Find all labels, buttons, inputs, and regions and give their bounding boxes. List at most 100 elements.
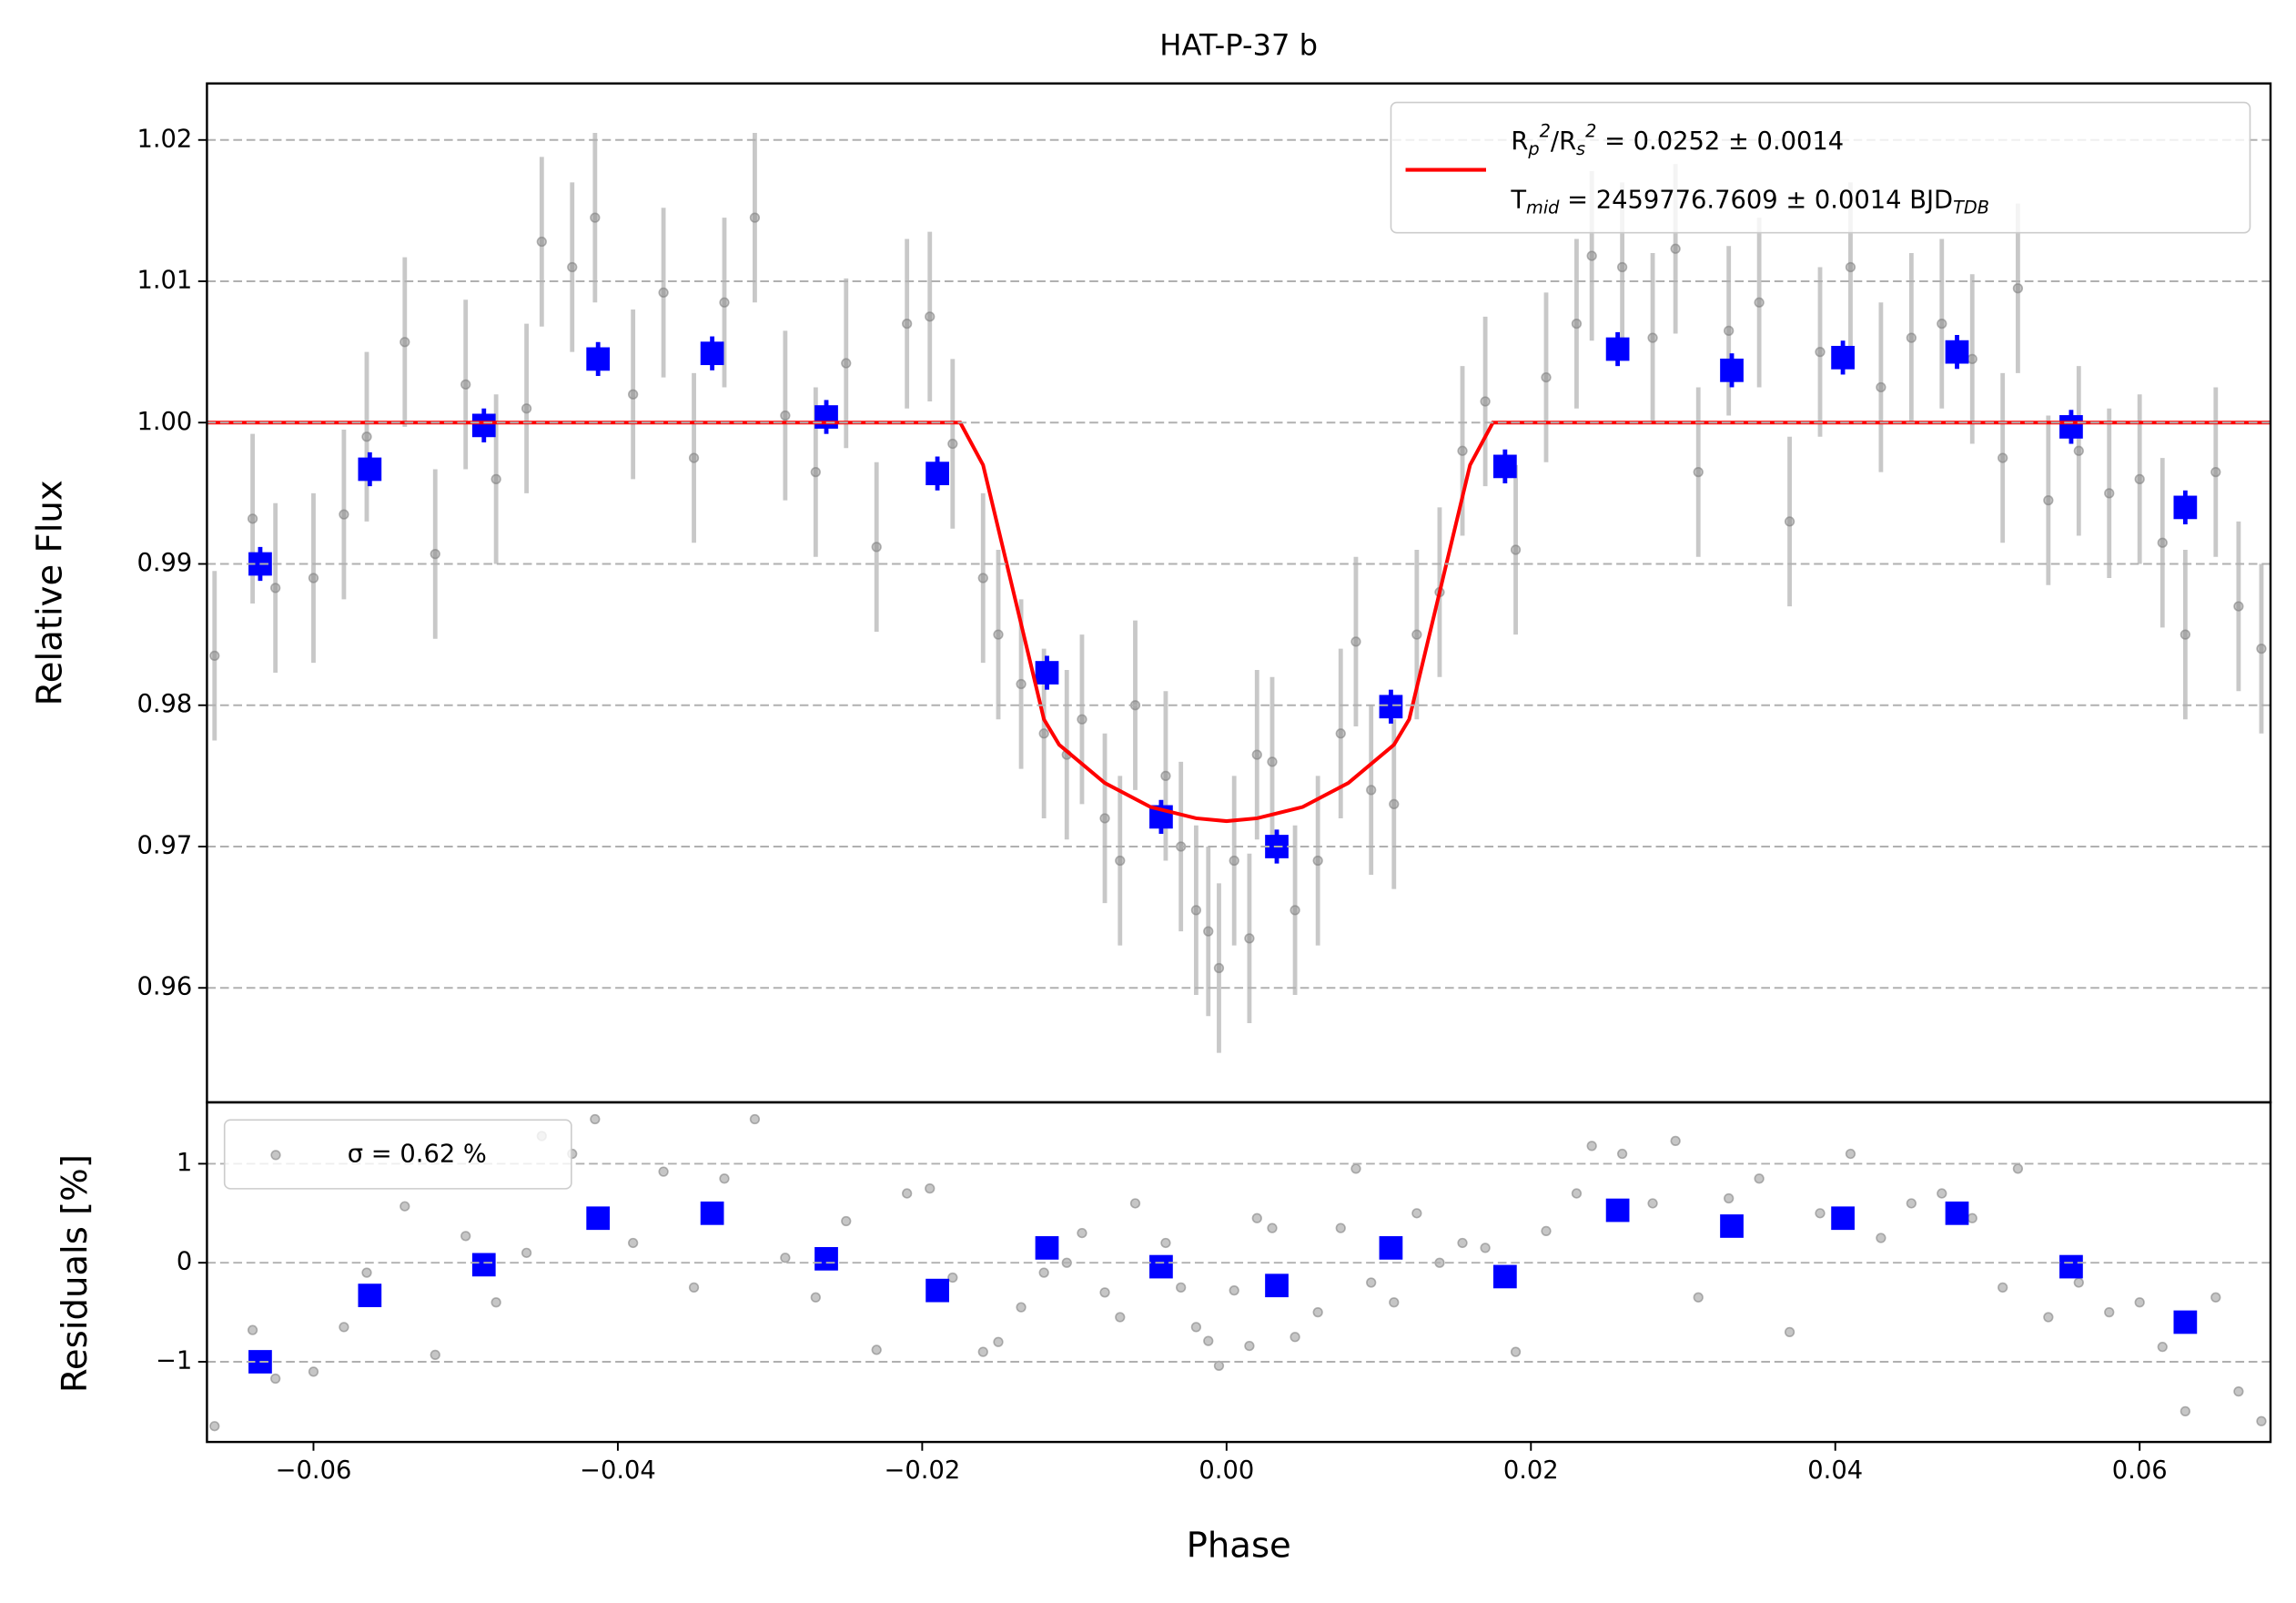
data-point (1203, 1335, 1214, 1346)
data-point (1586, 1141, 1597, 1152)
data-point (1510, 544, 1522, 555)
data-point (491, 1297, 501, 1308)
binned-point (1035, 1236, 1059, 1260)
data-point (361, 431, 372, 442)
data-point (1213, 1360, 1225, 1371)
legend-label: σ = 0.62 % (348, 1140, 487, 1168)
binned-point (814, 405, 838, 429)
data-point (2012, 283, 2024, 294)
data-point (209, 1421, 220, 1432)
data-point (1389, 1297, 1400, 1308)
data-point (1784, 1326, 1795, 1337)
data-point (400, 1201, 410, 1212)
data-point (1967, 353, 1977, 365)
data-point (749, 212, 761, 223)
x-axis-label: Phase (1187, 1525, 1291, 1566)
data-point (2043, 495, 2054, 506)
binned-point (2173, 1310, 2198, 1334)
plot-area (207, 133, 2271, 1053)
data-point (1616, 261, 1628, 273)
data-point (841, 1215, 852, 1227)
data-point (270, 583, 281, 594)
data-point (361, 1267, 372, 1278)
data-point (1693, 1292, 1704, 1303)
data-point (1457, 445, 1468, 456)
data-point (1312, 855, 1323, 867)
data-point (1038, 1267, 1049, 1278)
data-point (993, 1336, 1004, 1347)
data-point (780, 1253, 791, 1263)
binned-point (1035, 661, 1059, 685)
y-tick-label: 0 (177, 1248, 192, 1276)
data-point (2157, 1342, 2168, 1353)
data-point (1335, 728, 1346, 739)
binned-point (1945, 340, 1969, 364)
data-point (1160, 1237, 1171, 1249)
data-point (1670, 1135, 1681, 1147)
binned-point (700, 341, 724, 366)
data-point (2157, 537, 2168, 548)
data-point (780, 410, 791, 421)
data-point (1312, 1306, 1323, 1318)
data-point (658, 287, 669, 299)
binned-point (358, 457, 382, 482)
data-point (1099, 813, 1110, 824)
data-point (1366, 785, 1377, 796)
binned-point (1720, 358, 1744, 382)
data-point (590, 212, 601, 223)
legend-marker (270, 1150, 281, 1161)
data-point (1267, 1223, 1278, 1233)
data-point (430, 549, 440, 560)
data-point (1876, 381, 1886, 393)
y-tick-label: 0.97 (137, 831, 192, 859)
data-point (1571, 318, 1583, 330)
data-point (993, 629, 1004, 640)
y-tick-label: 0.99 (137, 549, 192, 577)
data-point (925, 311, 936, 322)
binned-point (471, 1253, 496, 1277)
data-point (902, 1188, 913, 1199)
y-tick-label: 1 (177, 1149, 192, 1177)
data-point (810, 466, 821, 478)
data-point (536, 236, 547, 248)
y-tick-label: 0.98 (137, 690, 192, 718)
binned-point (925, 1278, 949, 1303)
data-point (749, 1113, 761, 1125)
binned-point (358, 1283, 382, 1307)
model-line (207, 421, 2271, 824)
data-point (1203, 926, 1214, 937)
data-point (1411, 629, 1422, 640)
data-point (1290, 1332, 1300, 1343)
data-point (1176, 1282, 1187, 1294)
data-point (2210, 1292, 2221, 1303)
data-point (1115, 855, 1126, 867)
data-point (1967, 1212, 1977, 1223)
data-point (209, 650, 220, 662)
data-point (1815, 1208, 1826, 1219)
y-tick-label: 1.02 (137, 125, 192, 153)
data-point (1335, 1223, 1346, 1233)
data-point (1350, 1163, 1361, 1174)
data-point (1541, 371, 1552, 383)
data-point (1457, 1237, 1468, 1249)
data-point (2233, 1385, 2244, 1397)
data-point (1160, 770, 1171, 782)
data-point (2256, 1415, 2267, 1426)
data-point (430, 1349, 440, 1361)
data-point (2256, 644, 2267, 654)
data-point (902, 318, 913, 330)
x-tick-label: −0.06 (276, 1456, 352, 1485)
data-point (871, 542, 882, 553)
data-point (810, 1292, 821, 1303)
y-tick-label: 0.96 (137, 973, 192, 1001)
data-point (491, 473, 501, 484)
binned-point (586, 347, 611, 371)
data-point (628, 1237, 639, 1249)
binned-point (1831, 345, 1855, 370)
binned-point (1492, 1264, 1517, 1289)
data-point (1480, 1243, 1491, 1253)
x-tick-label: 0.02 (1503, 1456, 1559, 1485)
data-point (2210, 466, 2221, 478)
data-point (400, 337, 410, 348)
